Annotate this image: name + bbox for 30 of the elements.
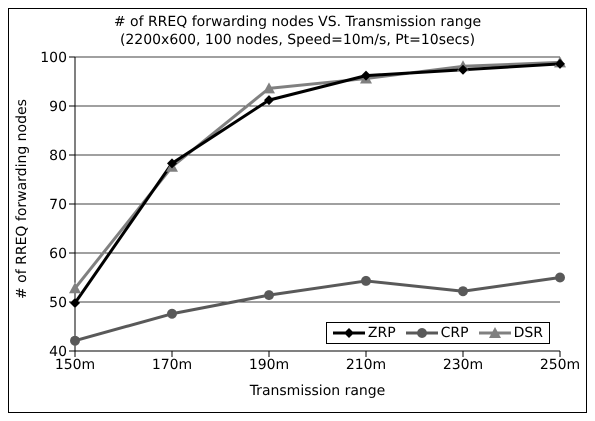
y-tick-label: 60 xyxy=(49,246,67,262)
x-tick-label: 230m xyxy=(442,356,484,373)
y-tick-label: 100 xyxy=(40,50,67,66)
y-axis-title: # of RREQ forwarding nodes xyxy=(14,99,30,299)
x-tick-label: 210m xyxy=(346,356,386,373)
point xyxy=(263,82,275,94)
y-tick-label: 90 xyxy=(49,98,67,115)
point xyxy=(458,286,468,296)
legend-label: CRP xyxy=(440,325,469,341)
point xyxy=(167,158,177,168)
chart-subtitle: (2200x600, 100 nodes, Speed=10m/s, Pt=10secs) xyxy=(118,31,476,49)
point xyxy=(69,282,81,294)
x-tick-label: 250m xyxy=(540,356,580,373)
y-tick-label: 70 xyxy=(49,196,67,213)
point xyxy=(70,336,80,346)
x-axis-title: Transmission range xyxy=(248,383,386,399)
y-tick-label: 50 xyxy=(49,294,67,311)
point xyxy=(361,70,371,81)
y-tick-label: 80 xyxy=(49,148,67,164)
point xyxy=(264,290,274,300)
x-tick-label: 190m xyxy=(248,356,290,373)
point xyxy=(167,308,177,319)
chart-title: # of RREQ forwarding nodes VS. Transmission range xyxy=(112,13,482,31)
legend-label: ZRP xyxy=(368,325,396,341)
point xyxy=(458,64,468,75)
x-tick-label: 170m xyxy=(152,356,192,373)
legend-label: DSR xyxy=(514,325,543,341)
point xyxy=(361,276,371,286)
point xyxy=(555,272,565,282)
point xyxy=(264,95,274,106)
